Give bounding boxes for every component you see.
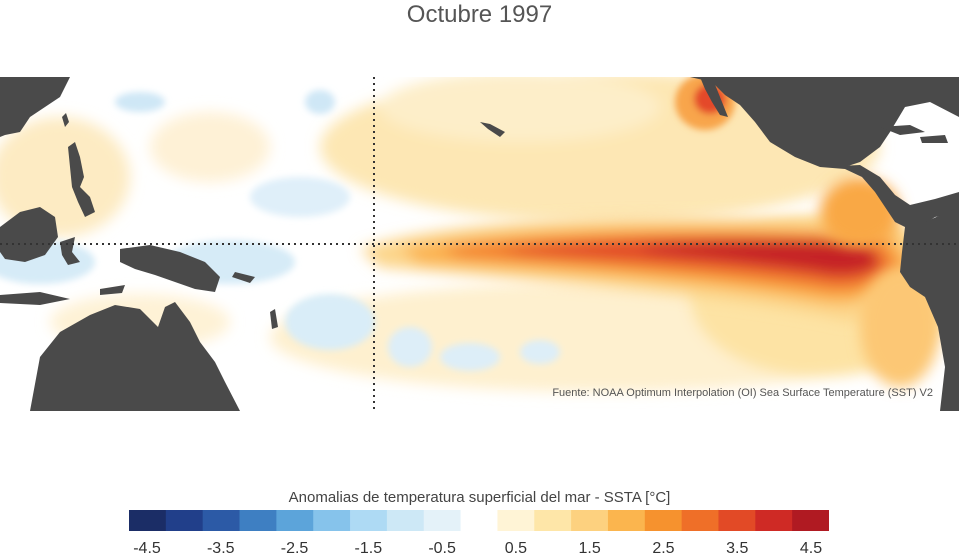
colorbar-labels: -4.5 -3.5 -2.5 -1.5 -0.5 0.5 1.5 2.5 3.5 4.5: [0, 540, 959, 560]
colorbar-tick-label: 2.5: [652, 540, 675, 557]
land-masses: [0, 77, 959, 411]
source-note: Fuente: NOAA Optimum Interpolation (OI) …: [552, 387, 933, 399]
colorbar-swatch: [644, 510, 683, 531]
land-borneo: [0, 207, 58, 262]
land-taiwan: [62, 113, 69, 127]
colorbar-swatch: [202, 510, 241, 531]
land-baja-california: [700, 77, 728, 117]
land-hispaniola: [920, 135, 948, 143]
colorbar-tick-label: 0.5: [504, 540, 527, 557]
land-sulawesi: [60, 237, 80, 265]
colorbar-tick-label: -4.5: [133, 540, 161, 557]
colorbar-swatch: [755, 510, 793, 531]
land-hawaii: [480, 122, 505, 137]
colorbar-tick-label: 1.5: [578, 540, 601, 557]
colorbar-tick-label: -1.5: [354, 540, 383, 557]
colorbar-swatch: [460, 510, 498, 531]
land-north-america: [690, 77, 959, 167]
colorbar-tick-label: -0.5: [428, 540, 456, 557]
land-timor: [100, 285, 125, 295]
land-australia: [30, 302, 240, 411]
land-java: [0, 292, 70, 305]
colorbar-swatch: [129, 510, 167, 531]
colorbar-tick-label: -3.5: [206, 540, 235, 557]
land-vanuatu: [270, 309, 278, 329]
colorbar-tick-label: 4.5: [799, 540, 823, 557]
colorbar-swatch: [386, 510, 425, 531]
land-caribbean-islands: [880, 125, 925, 135]
land-new-guinea: [120, 245, 220, 292]
land-philippines: [68, 142, 95, 217]
el-nino-warm-tongue: [360, 217, 935, 321]
map-title: Octubre 1997: [406, 1, 553, 28]
colorbar-swatch: [534, 510, 572, 531]
colorbar-swatch: [571, 510, 609, 531]
ssta-map: [0, 77, 959, 411]
colorbar-swatch: [497, 510, 535, 531]
colorbar: [129, 510, 829, 531]
land-solomon-islands: [232, 272, 255, 283]
colorbar-swatch: [350, 510, 388, 531]
colorbar-swatch: [718, 510, 756, 531]
colorbar-swatch: [313, 510, 351, 531]
land-asia: [0, 77, 70, 137]
colorbar-swatch: [423, 510, 462, 531]
colorbar-swatch: [681, 510, 719, 531]
colorbar-tick-label: -2.5: [280, 540, 309, 557]
colorbar-swatch: [165, 510, 204, 531]
colorbar-swatch: [276, 510, 314, 531]
colorbar-swatch: [239, 510, 277, 531]
colorbar-title: Anomalias de temperatura superficial del…: [288, 489, 671, 506]
colorbar-swatch: [792, 510, 829, 531]
land-central-america: [820, 165, 959, 227]
colorbar-tick-label: 3.5: [726, 540, 749, 557]
land-south-america: [900, 207, 959, 411]
colorbar-swatch: [607, 510, 646, 531]
